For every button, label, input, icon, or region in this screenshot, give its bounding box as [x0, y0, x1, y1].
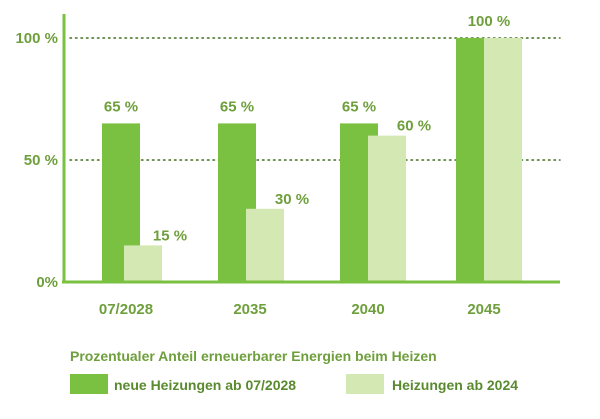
- bars: [102, 38, 522, 283]
- bar-heating-2024-1: [246, 208, 284, 282]
- y-tick-label-50: 50 %: [24, 152, 58, 169]
- y-tick-labels: 0% 50 % 100 %: [15, 30, 58, 291]
- x-category-labels: 07/2028 2035 2040 2045: [99, 301, 501, 318]
- data-label-heating-2024-1: 30 %: [275, 191, 309, 208]
- legend-label-heating-2024: Heizungen ab 2024: [392, 377, 518, 393]
- bar-heating-2024-0: [124, 245, 162, 282]
- bar-heating-2024-3: [484, 38, 522, 282]
- bar-new-heating-3: [456, 38, 484, 282]
- x-category-label-2: 2040: [351, 301, 384, 318]
- data-label-heating-2024-0: 15 %: [153, 227, 187, 244]
- y-tick-label-0: 0%: [36, 274, 58, 291]
- data-label-new-heating-2: 65 %: [342, 98, 376, 115]
- bar-heating-2024-2: [368, 135, 406, 282]
- data-label-heating-2024-2: 60 %: [397, 118, 431, 135]
- data-label-new-heating-0: 65 %: [104, 98, 138, 115]
- data-label-new-heating-3: 100 %: [468, 13, 511, 30]
- data-label-new-heating-1: 65 %: [220, 98, 254, 115]
- x-category-label-1: 2035: [233, 301, 266, 318]
- axes: [62, 14, 560, 284]
- legend: neue Heizungen ab 07/2028 Heizungen ab 2…: [70, 374, 518, 394]
- legend-swatch-heating-2024: [346, 374, 384, 394]
- chart-caption: Prozentualer Anteil erneuerbarer Energie…: [70, 348, 437, 364]
- legend-label-new-heating: neue Heizungen ab 07/2028: [114, 377, 296, 393]
- y-tick-label-100: 100 %: [15, 30, 58, 47]
- legend-swatch-new-heating: [70, 374, 108, 394]
- x-category-label-3: 2045: [467, 301, 500, 318]
- data-labels: 65 % 15 % 65 % 30 % 65 % 60 % 100 %: [104, 13, 510, 244]
- x-category-label-0: 07/2028: [99, 301, 153, 318]
